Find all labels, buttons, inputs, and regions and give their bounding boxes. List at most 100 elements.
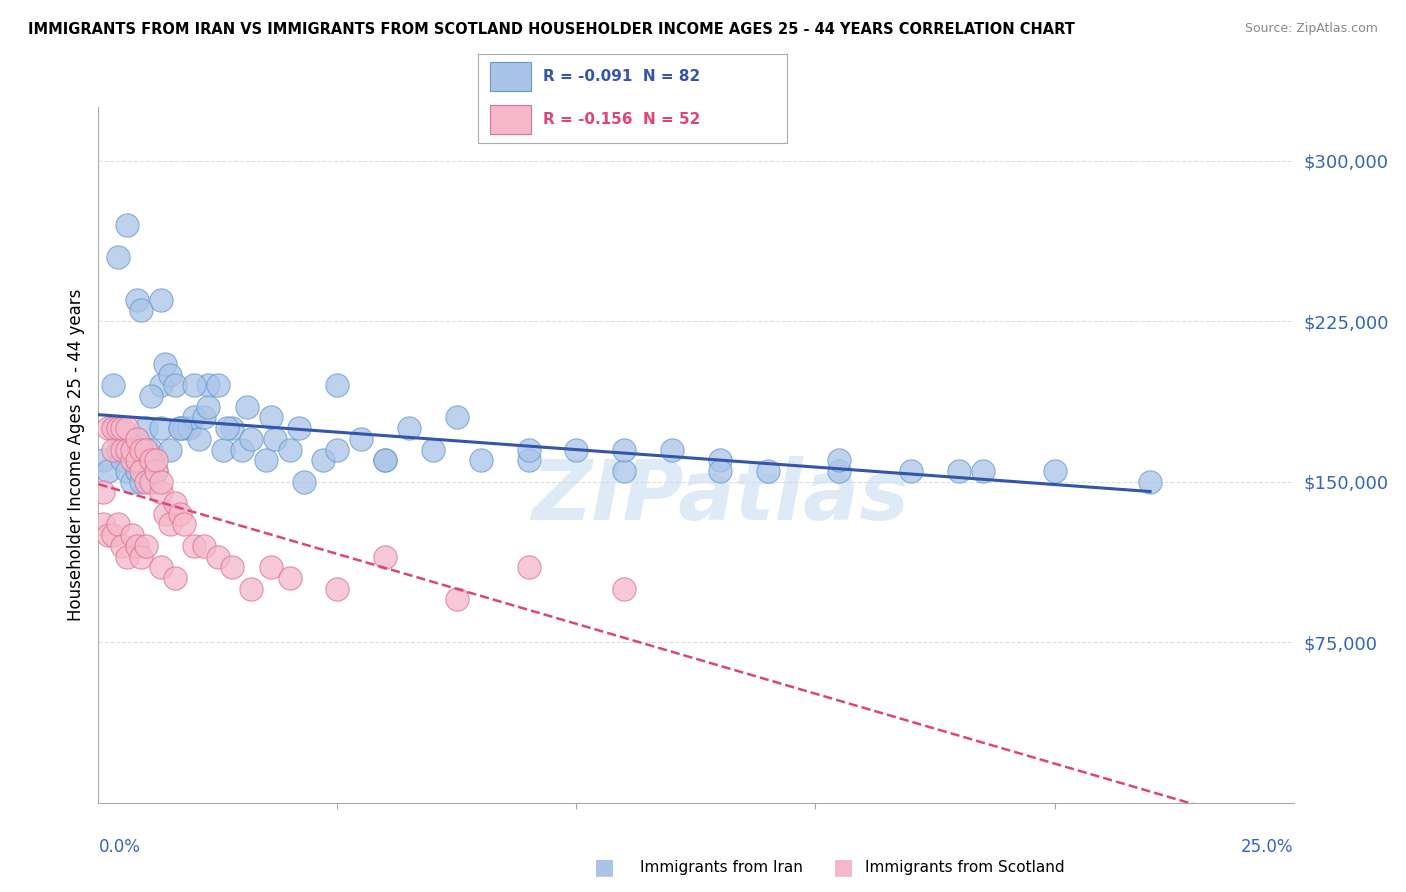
Point: [193, 410, 215, 425]
Point: [101, 442, 124, 457]
Point: [350, 432, 373, 446]
Point: [193, 539, 215, 553]
Point: [115, 218, 138, 232]
Point: [121, 528, 143, 542]
Point: [374, 549, 396, 564]
Point: [111, 442, 134, 457]
Point: [972, 464, 994, 478]
Point: [217, 421, 239, 435]
Point: [264, 432, 287, 446]
Point: [115, 421, 138, 435]
Point: [91, 485, 114, 500]
Point: [374, 453, 396, 467]
Point: [292, 475, 315, 489]
Point: [107, 421, 129, 435]
Point: [139, 475, 162, 489]
Point: [135, 475, 157, 489]
Point: [121, 442, 143, 457]
Point: [91, 517, 114, 532]
Point: [173, 421, 195, 435]
Point: [111, 432, 134, 446]
Point: [131, 442, 153, 457]
Point: [155, 507, 177, 521]
Text: ZIPatlas: ZIPatlas: [531, 456, 908, 537]
Point: [374, 453, 396, 467]
Text: IMMIGRANTS FROM IRAN VS IMMIGRANTS FROM SCOTLAND HOUSEHOLDER INCOME AGES 25 - 44: IMMIGRANTS FROM IRAN VS IMMIGRANTS FROM …: [28, 22, 1076, 37]
Point: [111, 453, 134, 467]
Point: [183, 378, 205, 392]
Point: [183, 539, 205, 553]
Point: [278, 442, 301, 457]
Point: [517, 560, 540, 574]
Point: [1043, 464, 1066, 478]
Point: [131, 475, 153, 489]
Point: [135, 442, 157, 457]
Point: [900, 464, 922, 478]
Point: [145, 464, 167, 478]
Point: [163, 496, 186, 510]
Point: [149, 293, 172, 307]
Point: [135, 539, 157, 553]
Text: 0.0%: 0.0%: [98, 838, 141, 856]
Point: [115, 442, 138, 457]
Point: [169, 421, 191, 435]
Point: [231, 442, 253, 457]
Point: [259, 560, 281, 574]
Point: [221, 421, 243, 435]
Point: [163, 571, 186, 585]
Point: [159, 517, 181, 532]
Point: [97, 528, 120, 542]
Point: [197, 378, 219, 392]
Text: Immigrants from Scotland: Immigrants from Scotland: [865, 860, 1064, 874]
Point: [169, 507, 191, 521]
Point: [115, 549, 138, 564]
Point: [517, 442, 540, 457]
Point: [131, 464, 153, 478]
Point: [107, 442, 129, 457]
Point: [111, 421, 134, 435]
Text: Immigrants from Iran: Immigrants from Iran: [640, 860, 803, 874]
Point: [565, 442, 588, 457]
Point: [139, 389, 162, 403]
Point: [149, 560, 172, 574]
Point: [326, 378, 349, 392]
Point: [288, 421, 311, 435]
Bar: [491, 105, 530, 134]
Point: [159, 368, 181, 382]
Point: [101, 378, 124, 392]
Point: [135, 442, 157, 457]
Point: [207, 549, 229, 564]
Point: [131, 549, 153, 564]
Point: [107, 250, 129, 264]
Point: [125, 453, 148, 467]
Point: [221, 560, 243, 574]
Point: [115, 442, 138, 457]
Text: R = -0.091  N = 82: R = -0.091 N = 82: [543, 70, 700, 84]
Point: [125, 432, 148, 446]
Point: [155, 357, 177, 371]
Text: R = -0.156  N = 52: R = -0.156 N = 52: [543, 112, 700, 127]
Point: [709, 464, 731, 478]
Point: [613, 442, 636, 457]
Point: [326, 442, 349, 457]
Point: [145, 453, 167, 467]
Point: [312, 453, 335, 467]
Point: [149, 378, 172, 392]
Point: [326, 582, 349, 596]
Text: ■: ■: [834, 857, 853, 877]
Point: [948, 464, 970, 478]
Point: [149, 485, 172, 500]
Point: [101, 528, 124, 542]
Point: [254, 453, 277, 467]
Point: [169, 421, 191, 435]
Point: [107, 421, 129, 435]
Point: [115, 464, 138, 478]
Point: [97, 464, 120, 478]
Point: [145, 464, 167, 478]
Point: [135, 421, 157, 435]
Text: ■: ■: [595, 857, 614, 877]
Point: [756, 464, 779, 478]
Point: [131, 453, 153, 467]
Point: [101, 421, 124, 435]
Point: [183, 410, 205, 425]
